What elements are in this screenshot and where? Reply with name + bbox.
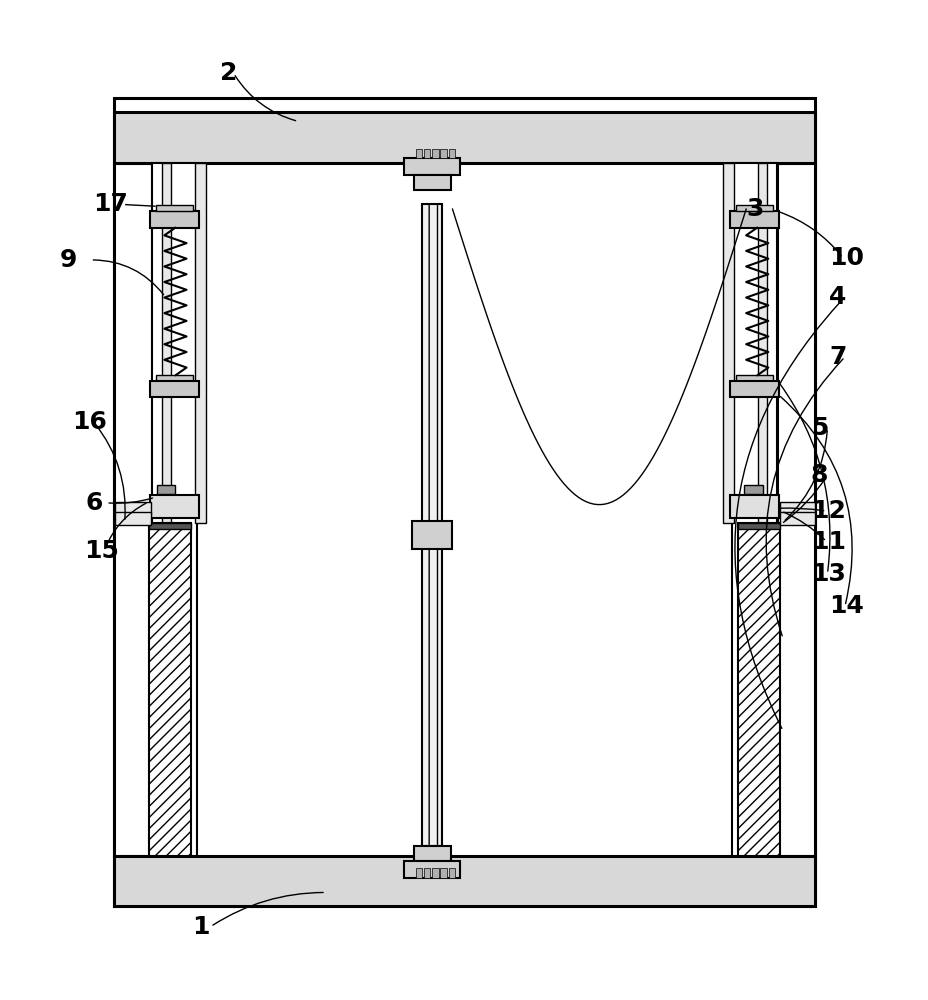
Bar <box>415 149 421 158</box>
Bar <box>195 163 206 523</box>
Bar <box>737 523 780 856</box>
Text: 3: 3 <box>745 197 763 221</box>
Bar <box>161 163 171 856</box>
Bar <box>413 175 450 190</box>
Bar <box>728 495 779 518</box>
Bar <box>448 868 455 878</box>
Bar <box>757 163 767 856</box>
Bar <box>148 523 191 529</box>
Text: 4: 4 <box>829 285 845 309</box>
Bar <box>737 523 780 529</box>
Bar <box>149 495 200 518</box>
Text: 17: 17 <box>93 192 128 216</box>
Text: 6: 6 <box>85 491 103 515</box>
Bar <box>113 856 815 906</box>
Bar <box>404 158 459 175</box>
Bar <box>115 502 150 515</box>
Bar <box>421 204 442 846</box>
Bar <box>728 211 779 228</box>
Text: 16: 16 <box>72 410 107 434</box>
Text: 12: 12 <box>810 499 844 523</box>
Bar <box>780 512 815 525</box>
Bar <box>149 211 200 228</box>
Bar <box>432 149 438 158</box>
Bar <box>113 98 815 906</box>
Bar <box>735 375 772 381</box>
Bar <box>157 485 175 494</box>
Bar <box>432 868 438 878</box>
Text: 15: 15 <box>84 539 119 563</box>
Text: 11: 11 <box>810 530 844 554</box>
Bar <box>735 205 772 211</box>
Bar <box>113 163 152 856</box>
Bar <box>148 523 191 856</box>
Bar <box>415 868 421 878</box>
Bar <box>413 846 450 861</box>
Bar <box>423 149 430 158</box>
Bar <box>152 163 197 856</box>
Text: 8: 8 <box>810 463 827 487</box>
Bar <box>411 521 452 549</box>
Text: 14: 14 <box>829 594 863 618</box>
Text: 9: 9 <box>60 248 77 272</box>
Bar <box>423 868 430 878</box>
Bar <box>156 375 193 381</box>
Bar <box>440 868 446 878</box>
Bar <box>448 149 455 158</box>
Bar <box>440 149 446 158</box>
Text: 1: 1 <box>192 915 210 939</box>
Bar <box>404 861 459 878</box>
Bar <box>731 163 776 856</box>
Bar <box>722 163 733 523</box>
Text: 5: 5 <box>810 416 827 440</box>
Bar <box>737 523 780 856</box>
Bar <box>780 502 815 515</box>
Text: 13: 13 <box>810 562 844 586</box>
Bar <box>156 205 193 211</box>
Bar <box>148 523 191 856</box>
Bar <box>743 485 762 494</box>
Text: 2: 2 <box>220 61 237 85</box>
Bar <box>728 381 779 397</box>
Bar <box>115 512 150 525</box>
Bar <box>776 163 815 856</box>
Bar <box>149 381 200 397</box>
Bar <box>113 112 815 163</box>
Text: 10: 10 <box>829 246 863 270</box>
Text: 7: 7 <box>829 345 845 369</box>
